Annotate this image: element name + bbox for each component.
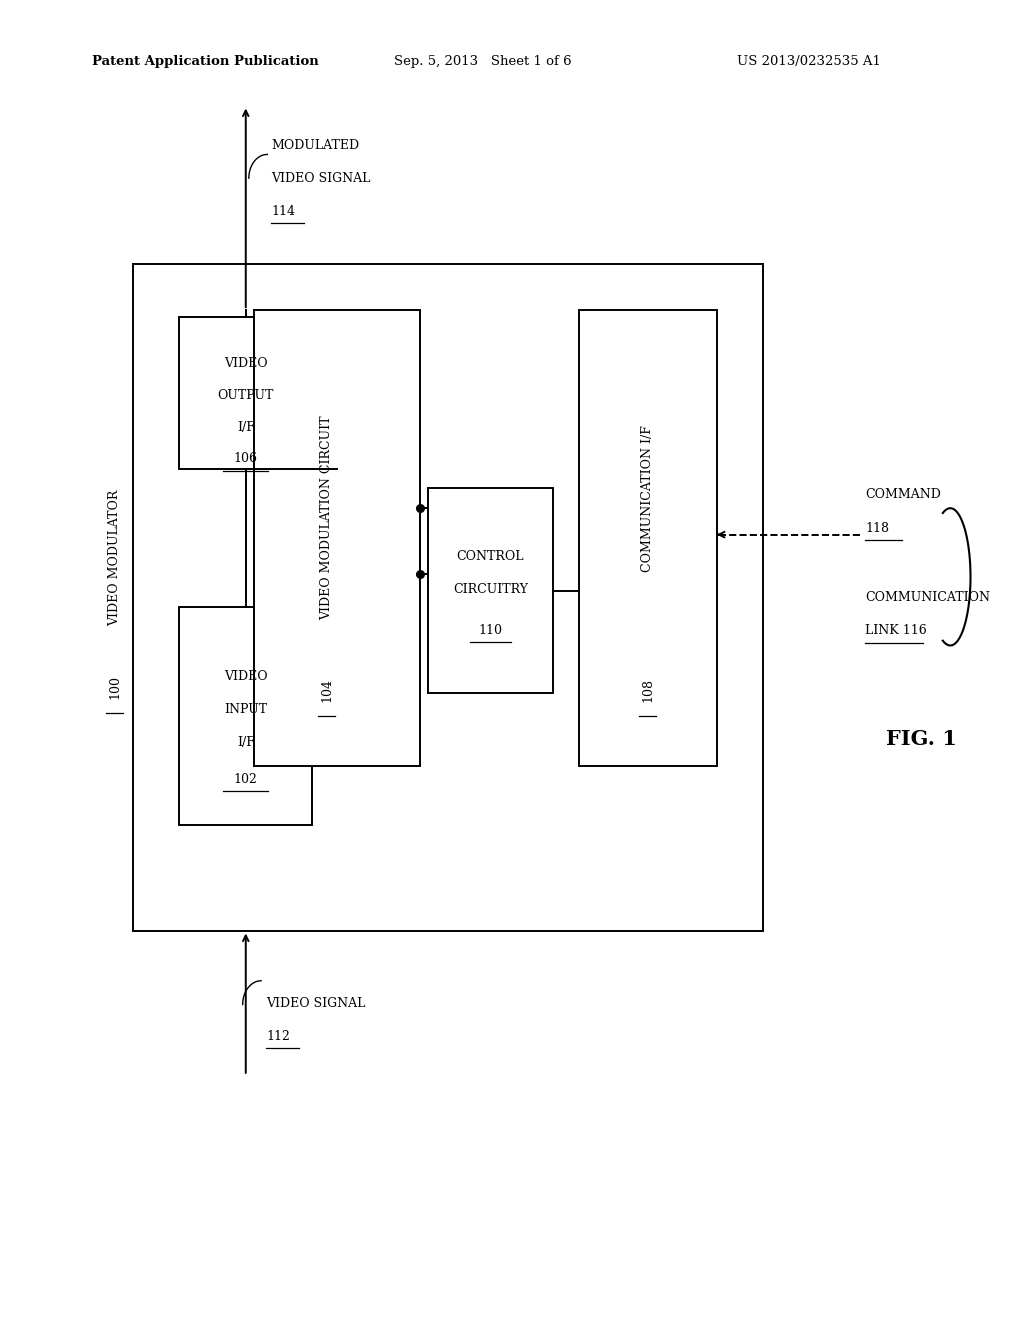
Bar [133,264,763,931]
Text: VIDEO SIGNAL: VIDEO SIGNAL [266,997,366,1010]
Text: 100: 100 [109,675,121,700]
Bar [179,317,312,469]
Text: 106: 106 [233,453,258,465]
Text: VIDEO: VIDEO [224,671,267,682]
Text: I/F: I/F [237,421,255,433]
Text: 108: 108 [641,677,654,702]
Text: MODULATED: MODULATED [271,139,359,152]
Text: CIRCUITRY: CIRCUITRY [453,583,528,595]
Bar [428,488,553,693]
Text: Patent Application Publication: Patent Application Publication [92,55,318,69]
Text: 102: 102 [233,774,258,785]
Text: VIDEO MODULATOR: VIDEO MODULATOR [109,490,121,626]
Text: COMMAND: COMMAND [865,488,941,502]
Text: 114: 114 [271,205,295,218]
Text: 104: 104 [321,677,333,702]
Bar [179,607,312,825]
Text: OUTPUT: OUTPUT [217,389,274,401]
Text: LINK 116: LINK 116 [865,624,927,638]
Text: VIDEO SIGNAL: VIDEO SIGNAL [271,172,371,185]
Text: INPUT: INPUT [224,704,267,715]
Text: VIDEO MODULATION CIRCUIT: VIDEO MODULATION CIRCUIT [321,416,333,620]
Bar [254,310,420,766]
Text: Sep. 5, 2013   Sheet 1 of 6: Sep. 5, 2013 Sheet 1 of 6 [394,55,571,69]
Text: FIG. 1: FIG. 1 [886,729,956,750]
Text: COMMUNICATION: COMMUNICATION [865,591,990,605]
Bar [579,310,717,766]
Text: 118: 118 [865,521,889,535]
Text: 112: 112 [266,1030,290,1043]
Text: 110: 110 [478,624,503,636]
Text: VIDEO: VIDEO [224,358,267,370]
Text: CONTROL: CONTROL [457,550,524,562]
Text: US 2013/0232535 A1: US 2013/0232535 A1 [737,55,882,69]
Text: I/F: I/F [237,737,255,748]
Text: COMMUNICATION I/F: COMMUNICATION I/F [641,425,654,572]
